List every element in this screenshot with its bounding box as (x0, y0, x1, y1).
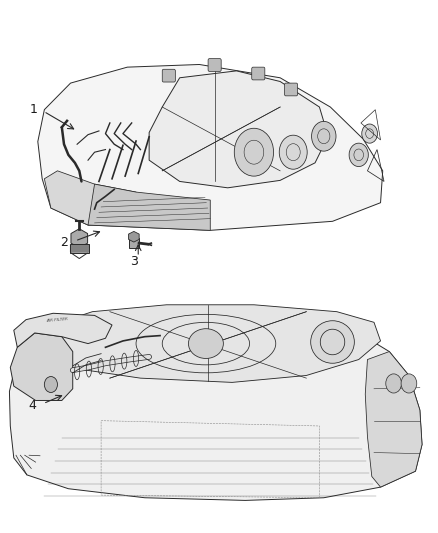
Polygon shape (32, 305, 381, 382)
Text: 4: 4 (28, 399, 36, 413)
Ellipse shape (311, 321, 354, 364)
FancyBboxPatch shape (208, 59, 221, 71)
Polygon shape (129, 231, 139, 242)
Polygon shape (71, 229, 88, 248)
Circle shape (44, 376, 57, 392)
Circle shape (386, 374, 402, 393)
Polygon shape (11, 333, 73, 400)
Circle shape (311, 122, 336, 151)
Circle shape (349, 143, 368, 166)
Polygon shape (38, 64, 383, 230)
Ellipse shape (188, 329, 223, 359)
Polygon shape (365, 352, 422, 487)
Polygon shape (14, 313, 112, 348)
Polygon shape (10, 309, 422, 500)
Text: 1: 1 (30, 103, 38, 116)
Circle shape (401, 374, 417, 393)
Text: 2: 2 (60, 236, 68, 249)
FancyBboxPatch shape (252, 67, 265, 80)
FancyBboxPatch shape (162, 69, 175, 82)
Polygon shape (44, 171, 136, 225)
Polygon shape (88, 184, 210, 230)
FancyBboxPatch shape (285, 83, 297, 96)
Bar (70, 244, 89, 253)
Circle shape (362, 124, 378, 143)
Text: 3: 3 (131, 255, 138, 268)
Text: AIR FILTER: AIR FILTER (46, 317, 68, 322)
Polygon shape (149, 71, 328, 188)
Circle shape (234, 128, 274, 176)
Circle shape (279, 135, 307, 169)
Bar (129, 238, 139, 248)
